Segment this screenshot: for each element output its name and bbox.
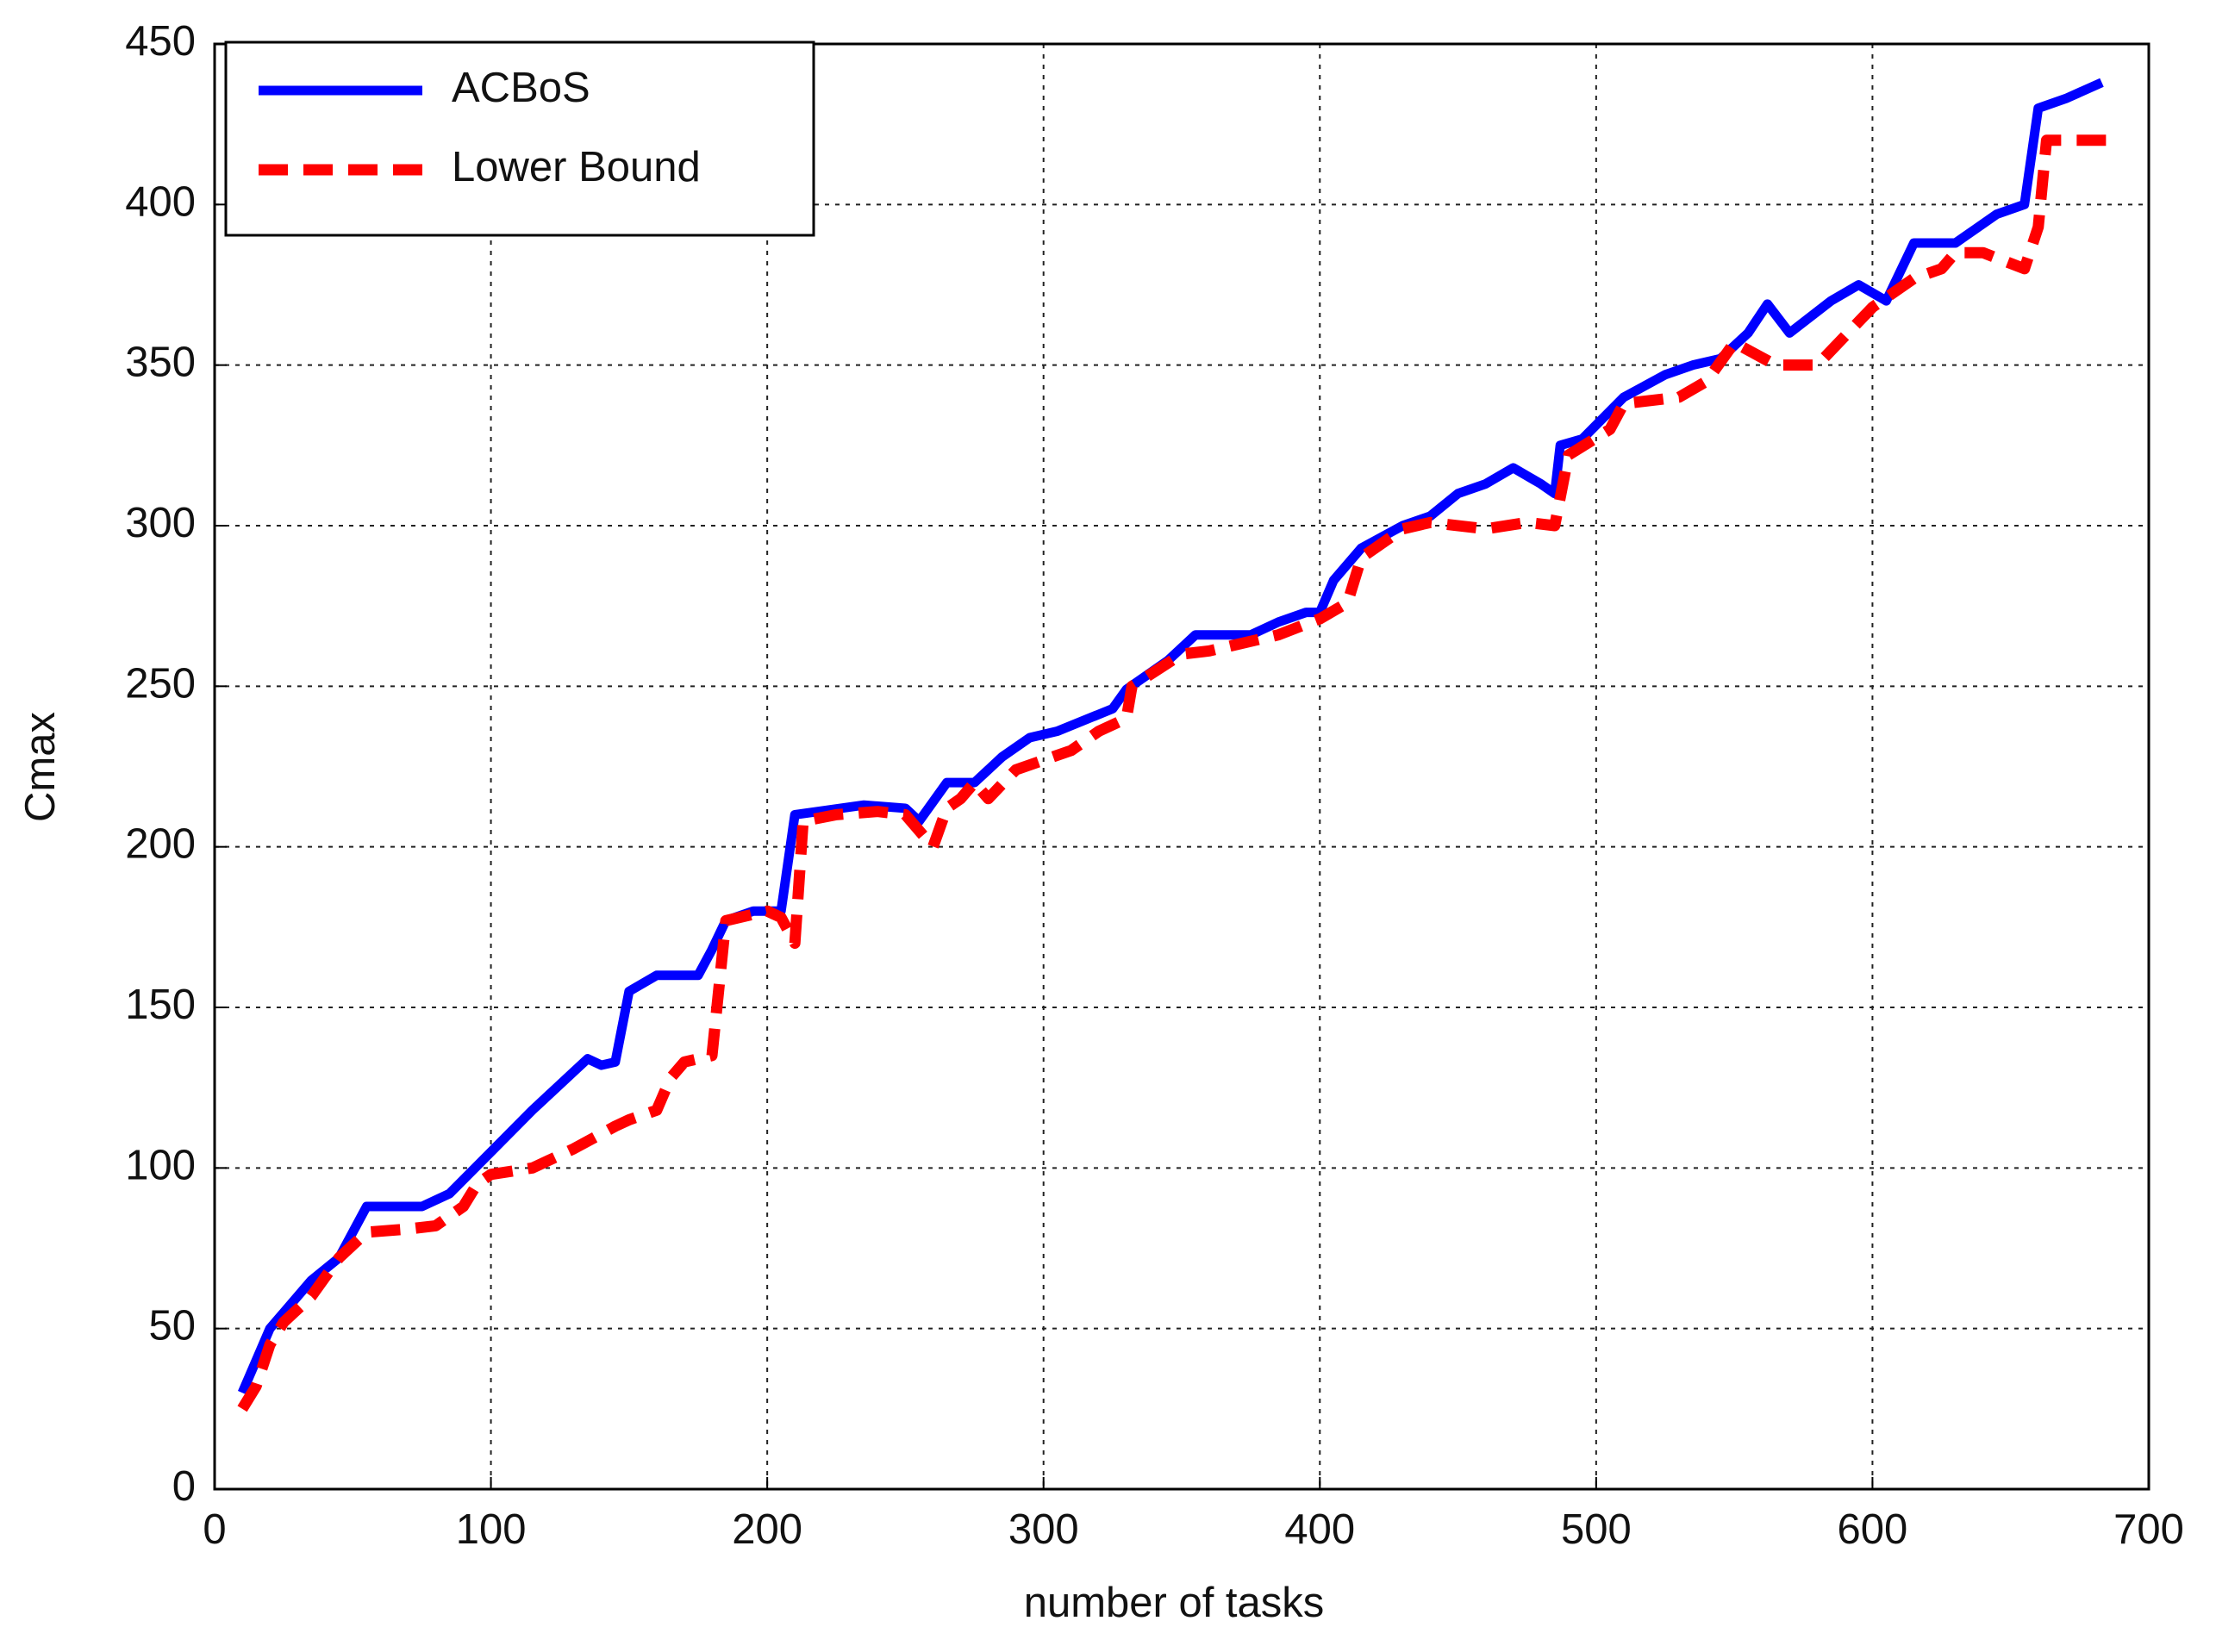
y-tick-label: 200 [125, 821, 196, 868]
x-tick-label: 300 [1008, 1506, 1079, 1553]
x-tick-label: 100 [456, 1506, 527, 1553]
x-tick-label: 600 [1838, 1506, 1908, 1553]
series-line [238, 78, 2104, 1395]
plot-frame [213, 42, 2150, 1491]
y-tick-label: 450 [125, 18, 196, 65]
x-tick-label: 700 [2113, 1506, 2184, 1553]
y-tick-label: 400 [125, 178, 196, 225]
y-tick-label: 150 [125, 982, 196, 1028]
y-tick-label: 300 [125, 500, 196, 546]
legend-label: Lower Bound [452, 144, 701, 190]
y-tick-label: 50 [148, 1303, 196, 1350]
legend-box [224, 41, 815, 237]
y-tick-label: 250 [125, 660, 196, 707]
x-tick-label: 500 [1561, 1506, 1632, 1553]
y-tick-label: 350 [125, 340, 196, 386]
x-tick-label: 200 [732, 1506, 802, 1553]
y-axis-label: Cmax [17, 712, 64, 822]
series-line [237, 134, 2107, 1412]
x-tick-label: 400 [1284, 1506, 1355, 1553]
y-tick-label: 100 [125, 1142, 196, 1188]
legend: ACBoS Lower Bound [224, 41, 815, 237]
x-tick-label: 0 [203, 1506, 226, 1553]
legend-label: ACBoS [452, 65, 590, 111]
x-axis-label: number of tasks [1024, 1580, 1325, 1626]
y-tick-label: 0 [172, 1463, 196, 1510]
